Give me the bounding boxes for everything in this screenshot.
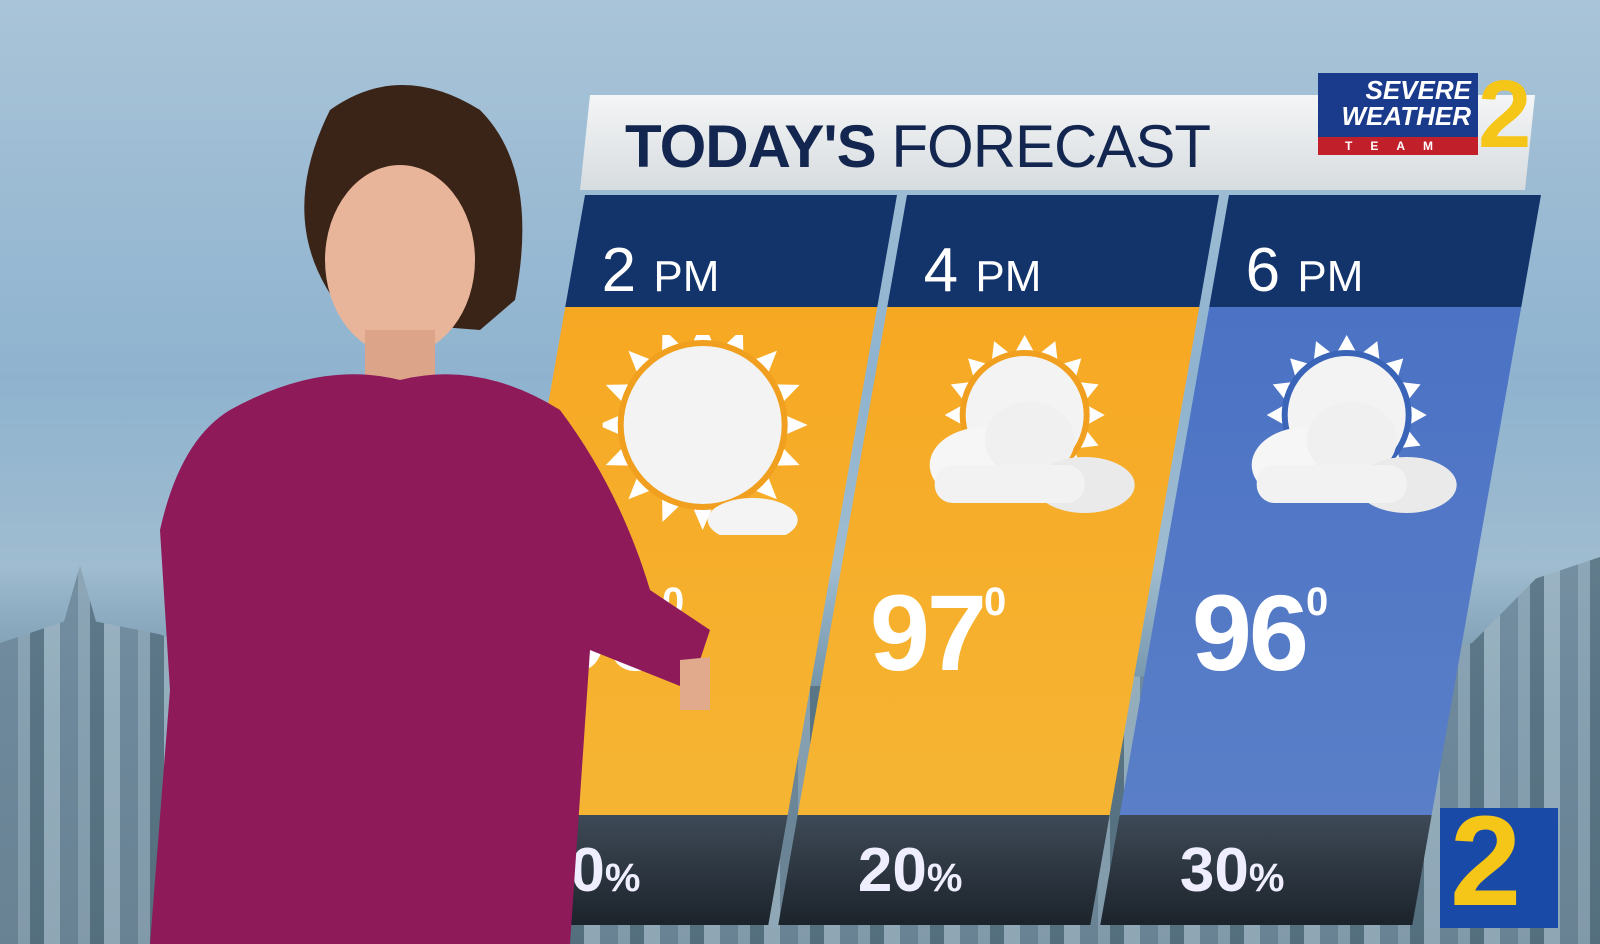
logo-numeral: 2 <box>1478 61 1532 168</box>
severe-weather-team-logo: SEVERE WEATHER TEAM 2 <box>1318 67 1548 163</box>
meteorologist-presenter <box>150 85 710 944</box>
forecast-column-4pm: 4 PM 970 20% <box>778 195 1219 925</box>
title-light: FORECAST <box>891 113 1211 180</box>
partly-cloudy-icon <box>929 335 1135 513</box>
temperature: 960 <box>1191 572 1326 693</box>
forecast-column-2pm: 2 PM 960 10% <box>456 195 897 925</box>
forecast-time: 4 PM <box>923 236 1042 305</box>
mostly-sunny-icon <box>602 335 808 535</box>
forecast-time: 6 PM <box>1245 236 1364 305</box>
title-bold: TODAY'S <box>625 113 877 180</box>
logo-line1: SEVERE <box>1365 75 1472 105</box>
rain-chance: 20% <box>857 836 963 905</box>
channel-2-bug: 2 <box>1440 798 1558 928</box>
logo-line2: WEATHER <box>1341 101 1471 131</box>
forecast-column-6pm: 6 PM 960 30% <box>1100 195 1541 925</box>
forecast-board: 2 PM 960 10% 4 PM 970 20% 6 PM 960 30% <box>456 195 1541 925</box>
partly-cloudy-icon <box>1251 335 1457 513</box>
corner-numeral: 2 <box>1450 790 1522 933</box>
forecast-title: TODAY'S FORECAST <box>625 112 1211 181</box>
logo-team: TEAM <box>1318 137 1478 155</box>
temperature: 970 <box>869 572 1004 693</box>
rain-chance: 30% <box>1179 836 1285 905</box>
